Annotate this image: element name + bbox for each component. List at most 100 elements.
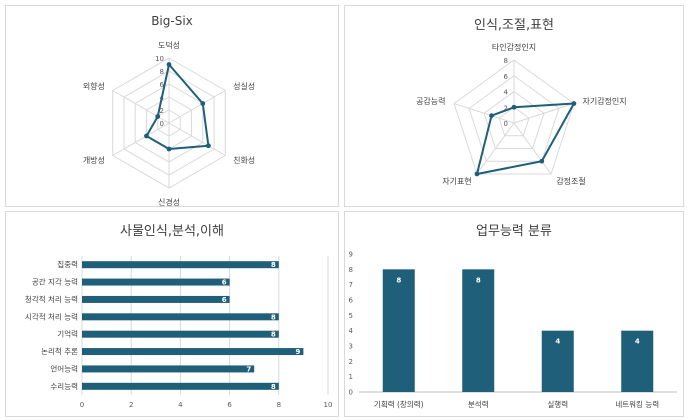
chart-title: 업무능력 분류 [476, 224, 552, 239]
cognition-chart-panel: 사물인식,분석,이해 0 2 4 6 8 10 8 집중력 6 공간 지각 능력 6 청각적 처리 능… [5, 211, 339, 417]
category-label: 실행력 [547, 399, 568, 409]
x-tick-label: 8 [277, 401, 281, 409]
radar-spoke [112, 122, 170, 156]
radar-point [144, 133, 149, 139]
radial-tick-label: 0 [160, 120, 164, 128]
category-label: 네트워킹 능력 [615, 399, 659, 409]
radar-point [511, 104, 517, 110]
category-label: 언어능력 [50, 363, 78, 373]
bar [82, 348, 304, 356]
data-label: 8 [476, 276, 481, 284]
category-label: 신경성 [158, 197, 180, 207]
work-ability-chart-panel: 업무능력 분류 0 1 2 3 4 5 6 7 8 9 8 기획력 (창의력) 8 분석력 4 실행력 4 네트워… [344, 211, 684, 417]
y-tick-label: 2 [349, 358, 353, 366]
category-label: 도덕성 [158, 40, 180, 50]
data-label: 4 [635, 338, 640, 346]
data-label: 6 [222, 296, 227, 304]
data-label: 8 [271, 313, 276, 321]
category-label: 공간 지각 능력 [32, 277, 78, 287]
bar [541, 330, 574, 392]
radial-tick-label: 8 [160, 68, 164, 76]
radial-tick-label: 2 [160, 107, 164, 115]
category-label: 자기감정인지 [582, 96, 626, 106]
x-tick-label: 4 [178, 401, 183, 409]
category-label: 기획력 (창의력) [374, 399, 424, 409]
y-tick-label: 6 [349, 297, 354, 305]
radar-point [206, 143, 211, 149]
cognition-bar-chart: 0 2 4 6 8 10 8 집중력 6 공간 지각 능력 6 청각적 처리 능력 8 시각적 처리 능력… [25, 256, 333, 409]
y-tick-label: 0 [349, 389, 353, 397]
radar-grid-ring [498, 106, 530, 137]
bar [621, 330, 654, 392]
data-label: 9 [296, 348, 301, 356]
x-tick-label: 10 [324, 401, 333, 409]
data-label: 8 [271, 331, 276, 339]
category-label: 자기표현 [442, 177, 471, 186]
radar-point [200, 101, 206, 106]
x-tick-label: 6 [227, 401, 232, 409]
radar-point [489, 113, 494, 119]
radar-point [474, 171, 480, 177]
data-label: 8 [271, 383, 276, 391]
radar-spoke [476, 122, 515, 175]
x-tick-label: 2 [129, 401, 133, 409]
x-tick-label: 0 [80, 401, 84, 409]
category-label: 시각적 처리 능력 [25, 311, 78, 321]
category-label: 감정조절 [556, 176, 585, 186]
radar-grid-ring [483, 90, 545, 149]
radial-tick-label: 8 [504, 57, 508, 65]
y-tick-label: 3 [349, 343, 353, 351]
bar [82, 278, 230, 286]
data-label: 7 [246, 365, 251, 373]
bar [82, 313, 279, 321]
radial-tick-label: 6 [160, 81, 165, 89]
radial-tick-label: 0 [504, 120, 508, 128]
bar [82, 295, 230, 303]
category-label: 청각적 처리 능력 [25, 294, 78, 304]
category-label: 공감능력 [416, 96, 445, 106]
radar-spoke [168, 122, 226, 156]
category-label: 집중력 [57, 259, 78, 269]
radar-point [166, 146, 172, 152]
data-label: 4 [555, 338, 560, 346]
bar [82, 365, 255, 373]
category-label: 분석력 [468, 399, 489, 409]
work-ability-bar-chart: 0 1 2 3 4 5 6 7 8 9 8 기획력 (창의력) 8 분석력 4 실행력 4 네트워킹 능력 [349, 251, 677, 409]
data-label: 6 [222, 279, 227, 287]
radial-tick-label: 4 [504, 89, 509, 97]
radial-tick-label: 2 [504, 104, 508, 112]
chart-title: 사물인식,분석,이해 [120, 224, 224, 239]
radar-series-line [475, 102, 575, 175]
radar-spoke [453, 103, 515, 124]
data-label: 8 [271, 261, 276, 269]
data-label: 8 [396, 276, 401, 284]
bar [462, 269, 495, 392]
radar-point [571, 101, 577, 106]
radar-spoke [513, 103, 575, 124]
category-label: 개방성 [83, 155, 105, 165]
category-label: 타인감정인지 [492, 42, 536, 52]
radial-tick-label: 6 [504, 73, 509, 81]
chart-title: 인식,조절,표현 [473, 18, 555, 33]
chart-title: Big-Six [151, 14, 193, 28]
big-six-chart-panel: Big-Six 0 2 4 6 8 10 도덕성 성실성 친화성 신경성 개방성 외향성 [5, 5, 339, 207]
radar-point [539, 158, 545, 164]
category-label: 성실성 [233, 81, 255, 91]
radial-tick-label: 10 [155, 55, 164, 63]
y-tick-label: 5 [349, 312, 353, 320]
category-label: 수리능력 [50, 382, 78, 391]
category-label: 외향성 [83, 81, 105, 91]
radar-point [155, 114, 161, 119]
bar [82, 382, 279, 390]
category-label: 기억력 [57, 330, 78, 339]
radar-spoke [513, 122, 552, 175]
radar-spoke [168, 90, 226, 124]
bar [82, 330, 279, 338]
y-tick-label: 1 [349, 373, 353, 381]
category-label: 친화성 [233, 155, 255, 165]
y-tick-label: 9 [349, 251, 353, 259]
bar [82, 261, 279, 269]
